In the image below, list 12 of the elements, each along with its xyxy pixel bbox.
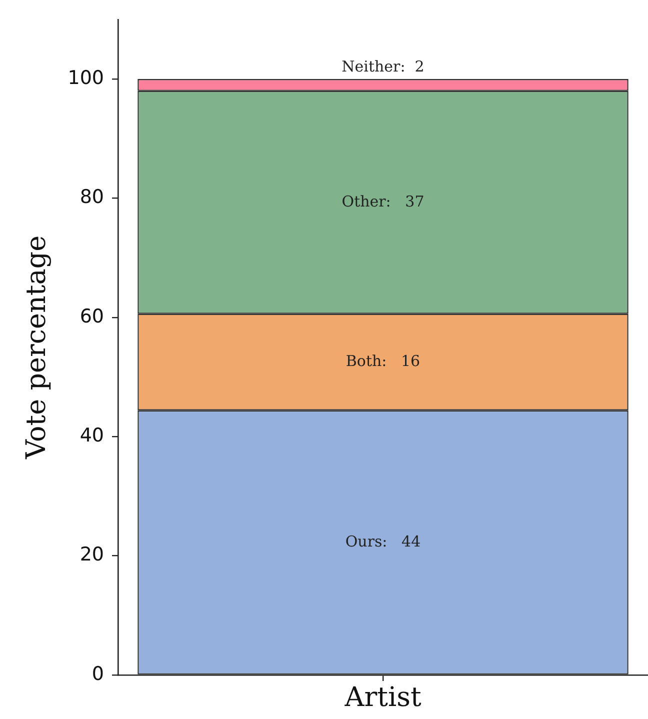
data-label: Both: 16 — [346, 352, 420, 370]
x-tick-label: Artist — [344, 682, 422, 714]
y-tick-label: 100 — [68, 66, 104, 89]
y-tick-label: 60 — [80, 305, 104, 328]
y-axis-title: Vote percentage — [21, 235, 52, 460]
data-label: Other: 37 — [342, 192, 424, 210]
y-tick-label: 40 — [80, 424, 104, 447]
data-label: Ours: 44 — [345, 532, 421, 550]
y-tick-label: 0 — [92, 662, 104, 685]
y-tick-label: 80 — [80, 186, 104, 208]
y-tick-label: 20 — [80, 544, 104, 566]
data-label: Neither: 2 — [342, 57, 424, 76]
